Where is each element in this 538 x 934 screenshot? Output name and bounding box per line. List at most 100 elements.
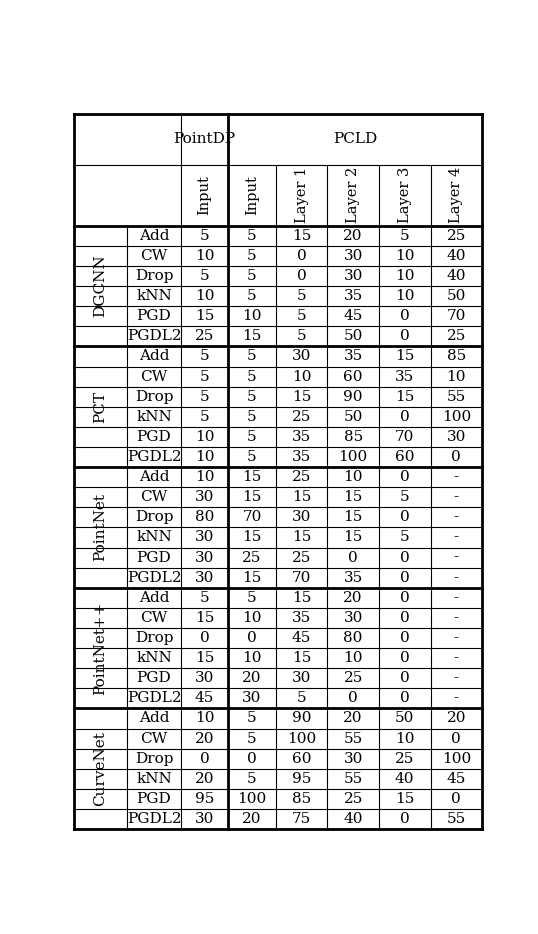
- Text: 30: 30: [242, 691, 261, 705]
- Text: 5: 5: [400, 229, 409, 243]
- Text: 20: 20: [242, 672, 262, 686]
- Text: 10: 10: [343, 470, 363, 484]
- Text: 20: 20: [195, 731, 214, 745]
- Text: 100: 100: [442, 410, 471, 424]
- Text: 50: 50: [343, 330, 363, 344]
- Text: kNN: kNN: [136, 290, 172, 304]
- Text: 55: 55: [447, 812, 466, 826]
- Text: 5: 5: [247, 389, 257, 403]
- Text: 0: 0: [451, 792, 461, 806]
- Text: 0: 0: [400, 470, 409, 484]
- Text: 25: 25: [395, 752, 414, 766]
- Text: 55: 55: [447, 389, 466, 403]
- Text: 15: 15: [242, 470, 261, 484]
- Text: 45: 45: [343, 309, 363, 323]
- Text: 15: 15: [242, 531, 261, 545]
- Text: 90: 90: [292, 712, 312, 726]
- Text: PGDL2: PGDL2: [126, 571, 181, 585]
- Text: 15: 15: [292, 389, 311, 403]
- Text: 25: 25: [292, 470, 311, 484]
- Text: -: -: [454, 490, 459, 504]
- Text: PGD: PGD: [137, 309, 172, 323]
- Text: 60: 60: [292, 752, 312, 766]
- Text: 35: 35: [292, 611, 311, 625]
- Text: PGDL2: PGDL2: [126, 812, 181, 826]
- Text: 20: 20: [195, 771, 214, 785]
- Text: 85: 85: [343, 430, 363, 444]
- Text: -: -: [454, 591, 459, 605]
- Text: 0: 0: [200, 631, 209, 645]
- Text: Drop: Drop: [134, 269, 173, 283]
- Text: 60: 60: [395, 450, 414, 464]
- Text: PGD: PGD: [137, 550, 172, 564]
- Text: 25: 25: [292, 410, 311, 424]
- Text: 5: 5: [200, 389, 209, 403]
- Text: -: -: [454, 611, 459, 625]
- Text: CW: CW: [140, 490, 168, 504]
- Text: 0: 0: [400, 812, 409, 826]
- Text: Add: Add: [139, 349, 169, 363]
- Text: -: -: [454, 510, 459, 524]
- Text: 45: 45: [292, 631, 311, 645]
- Text: 100: 100: [287, 731, 316, 745]
- Text: 15: 15: [195, 611, 214, 625]
- Text: 10: 10: [395, 290, 414, 304]
- Text: 15: 15: [343, 531, 363, 545]
- Text: 85: 85: [447, 349, 466, 363]
- Text: 30: 30: [447, 430, 466, 444]
- Text: 0: 0: [400, 651, 409, 665]
- Text: 70: 70: [395, 430, 414, 444]
- Text: 10: 10: [195, 290, 214, 304]
- Text: 85: 85: [292, 792, 311, 806]
- Text: 20: 20: [343, 591, 363, 605]
- Text: 45: 45: [195, 691, 214, 705]
- Text: 10: 10: [395, 731, 414, 745]
- Text: 5: 5: [200, 349, 209, 363]
- Text: 0: 0: [400, 550, 409, 564]
- Text: Add: Add: [139, 591, 169, 605]
- Text: 15: 15: [343, 510, 363, 524]
- Text: -: -: [454, 672, 459, 686]
- Text: 0: 0: [348, 550, 358, 564]
- Text: 5: 5: [200, 591, 209, 605]
- Text: 70: 70: [242, 510, 261, 524]
- Text: 0: 0: [400, 510, 409, 524]
- Text: 0: 0: [400, 309, 409, 323]
- Text: Input: Input: [245, 176, 259, 215]
- Text: 5: 5: [200, 229, 209, 243]
- Text: Layer 4: Layer 4: [449, 167, 463, 223]
- Text: 5: 5: [247, 370, 257, 384]
- Text: Add: Add: [139, 470, 169, 484]
- Text: 0: 0: [400, 591, 409, 605]
- Text: 0: 0: [400, 691, 409, 705]
- Text: 20: 20: [242, 812, 262, 826]
- Text: 80: 80: [195, 510, 214, 524]
- Text: 5: 5: [247, 591, 257, 605]
- Text: 5: 5: [247, 430, 257, 444]
- Text: 95: 95: [292, 771, 311, 785]
- Text: 45: 45: [447, 771, 466, 785]
- Text: 15: 15: [292, 229, 311, 243]
- Text: 0: 0: [400, 330, 409, 344]
- Text: 55: 55: [343, 731, 363, 745]
- Text: 15: 15: [292, 490, 311, 504]
- Text: PointNet: PointNet: [93, 493, 108, 561]
- Text: 30: 30: [343, 269, 363, 283]
- Text: 5: 5: [200, 269, 209, 283]
- Text: 0: 0: [400, 672, 409, 686]
- Text: 5: 5: [297, 330, 306, 344]
- Text: PointDP: PointDP: [173, 133, 236, 147]
- Text: 40: 40: [395, 771, 414, 785]
- Text: 10: 10: [242, 309, 262, 323]
- Text: 10: 10: [447, 370, 466, 384]
- Text: 10: 10: [292, 370, 312, 384]
- Text: 20: 20: [447, 712, 466, 726]
- Text: PGD: PGD: [137, 430, 172, 444]
- Text: 5: 5: [247, 410, 257, 424]
- Text: 60: 60: [343, 370, 363, 384]
- Text: 40: 40: [343, 812, 363, 826]
- Text: 100: 100: [338, 450, 368, 464]
- Text: 100: 100: [237, 792, 267, 806]
- Text: 90: 90: [343, 389, 363, 403]
- Text: kNN: kNN: [136, 531, 172, 545]
